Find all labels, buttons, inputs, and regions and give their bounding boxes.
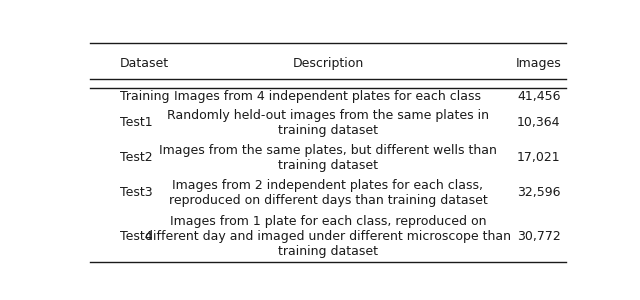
Text: Images from 2 independent plates for each class,
reproduced on different days th: Images from 2 independent plates for eac… — [168, 178, 488, 207]
Text: Test2: Test2 — [120, 151, 152, 164]
Text: Test1: Test1 — [120, 116, 152, 129]
Text: Images from 4 independent plates for each class: Images from 4 independent plates for eac… — [175, 90, 481, 103]
Text: 17,021: 17,021 — [517, 151, 561, 164]
Text: Images from 1 plate for each class, reproduced on
different day and imaged under: Images from 1 plate for each class, repr… — [145, 215, 511, 258]
Text: 41,456: 41,456 — [517, 90, 561, 103]
Text: Dataset: Dataset — [120, 57, 169, 70]
Text: Test4: Test4 — [120, 230, 152, 243]
Text: 30,772: 30,772 — [517, 230, 561, 243]
Text: Description: Description — [292, 57, 364, 70]
Text: Randomly held-out images from the same plates in
training dataset: Randomly held-out images from the same p… — [167, 109, 489, 137]
Text: 10,364: 10,364 — [517, 116, 561, 129]
Text: Training: Training — [120, 90, 169, 103]
Text: Images: Images — [516, 57, 562, 70]
Text: Test3: Test3 — [120, 186, 152, 199]
Text: 32,596: 32,596 — [517, 186, 561, 199]
Text: Images from the same plates, but different wells than
training dataset: Images from the same plates, but differe… — [159, 144, 497, 172]
